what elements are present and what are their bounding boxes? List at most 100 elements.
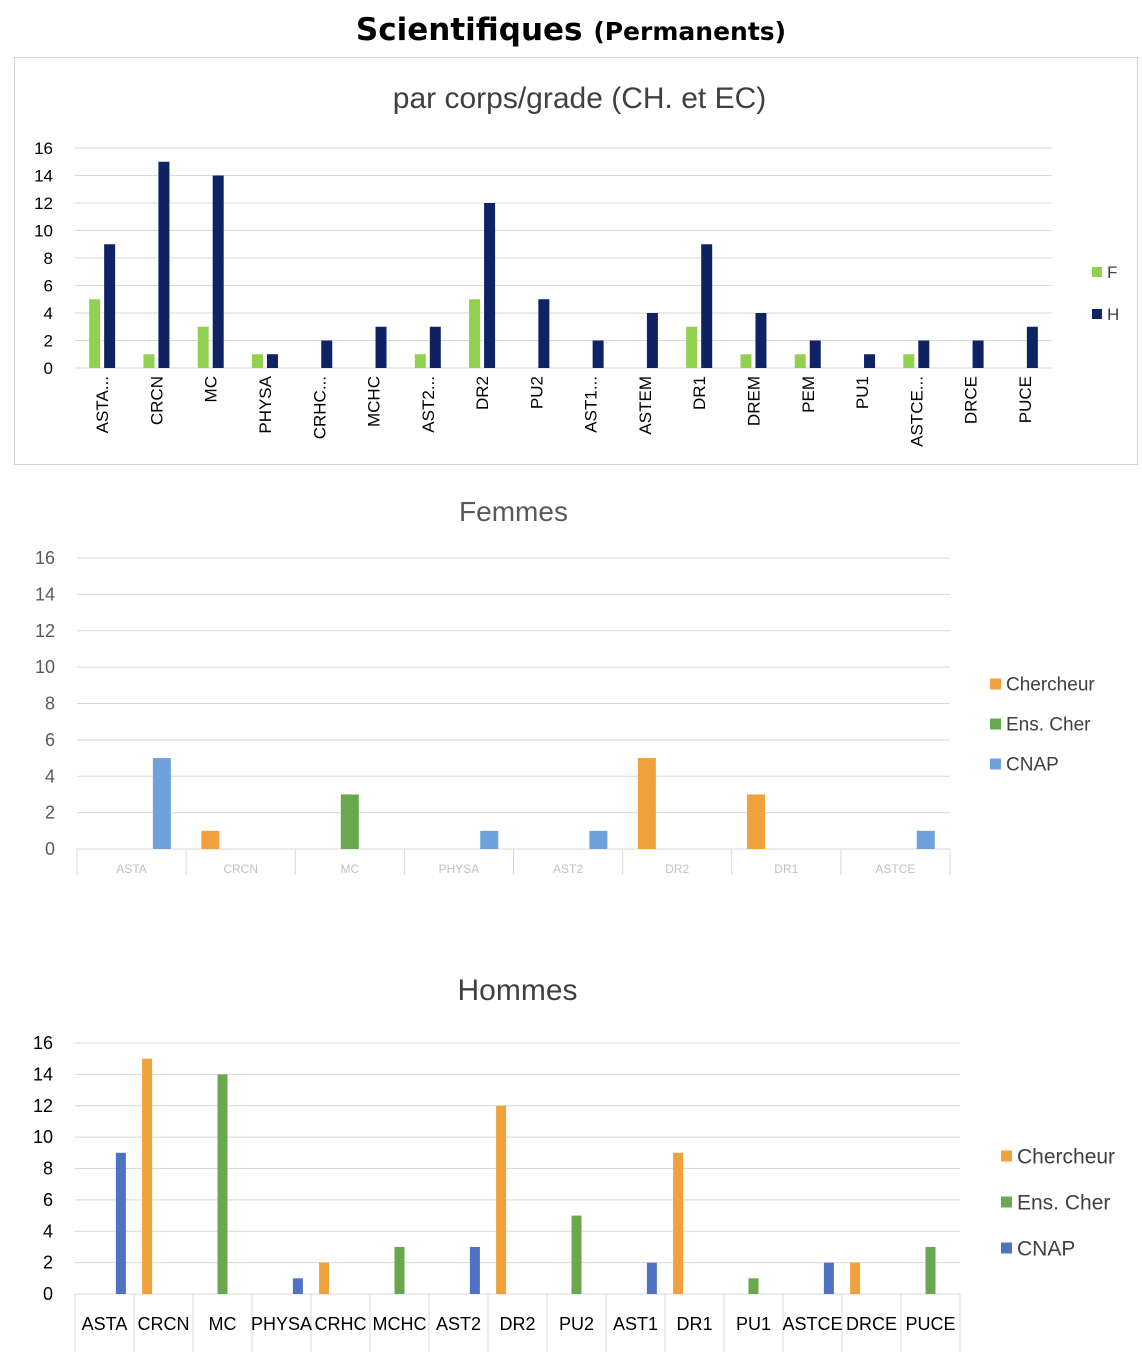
chart-title: Femmes bbox=[459, 496, 568, 527]
bar-cnap-asta bbox=[115, 1152, 126, 1294]
y-tick-label: 6 bbox=[43, 1190, 53, 1210]
legend-swatch-ens-cher bbox=[990, 718, 1001, 730]
x-tick-label: CRCN bbox=[138, 1314, 190, 1334]
bar-h-dr2 bbox=[484, 203, 496, 368]
x-tick-label: PUCE bbox=[905, 1314, 955, 1334]
y-tick-label: 16 bbox=[34, 139, 53, 158]
bar-h-mc bbox=[212, 175, 224, 368]
y-tick-label: 14 bbox=[33, 1064, 53, 1084]
page-title-main: Scientifiques bbox=[355, 12, 583, 48]
y-tick-label: 14 bbox=[34, 167, 53, 186]
bar-chercheur-crcn bbox=[142, 1058, 153, 1294]
bar-h-physa bbox=[266, 354, 278, 368]
y-tick-label: 4 bbox=[43, 1221, 53, 1241]
bar-f-physa bbox=[251, 354, 263, 368]
y-tick-label: 0 bbox=[44, 359, 53, 378]
bar-h-pu2 bbox=[538, 299, 550, 368]
y-tick-label: 16 bbox=[33, 1033, 53, 1053]
y-tick-label: 0 bbox=[45, 839, 55, 859]
x-tick-label: DR2 bbox=[499, 1314, 535, 1334]
y-tick-label: 2 bbox=[43, 1253, 53, 1273]
x-tick-label: CRHC bbox=[315, 1314, 367, 1334]
bar-cnap-ast1 bbox=[646, 1262, 657, 1294]
bar-cnap-ast2 bbox=[589, 830, 608, 849]
bar-f-crcn bbox=[143, 354, 155, 368]
legend-label-chercheur: Chercheur bbox=[1006, 675, 1095, 696]
x-tick-label: AST1 bbox=[613, 1314, 658, 1334]
bar-h-mchc bbox=[375, 326, 387, 368]
x-tick-label: MC bbox=[209, 1314, 237, 1334]
bar-h-asta bbox=[104, 244, 116, 368]
x-tick-label: DREM bbox=[744, 376, 763, 426]
bar-chercheur-crcn bbox=[201, 830, 220, 849]
chart-femmes: Femmes 0 2 4 6 8 10 12 14 16 ASTA CRCN MC PHYSA AST2 DR… bbox=[35, 496, 1095, 876]
x-tick-label: DR2 bbox=[665, 862, 689, 876]
bar-chercheur-crhc bbox=[319, 1262, 330, 1294]
legend-label-ens-cher: Ens. Cher bbox=[1017, 1191, 1110, 1214]
legend-label-h: H bbox=[1107, 305, 1119, 324]
legend-swatch-h bbox=[1092, 309, 1102, 319]
y-tick-label: 8 bbox=[45, 694, 55, 714]
page-title: Scientifiques (Permanents) bbox=[0, 12, 1142, 48]
bar-cnap-asta bbox=[152, 758, 171, 849]
y-tick-label: 8 bbox=[44, 249, 53, 268]
bar-cnap-astce bbox=[823, 1262, 834, 1294]
bar-h-astem bbox=[646, 313, 658, 368]
bar-h-pem bbox=[809, 340, 821, 368]
bar-chercheur-dr1 bbox=[747, 794, 765, 849]
bar-chercheur-drce bbox=[850, 1262, 861, 1294]
x-tick-label: DRCE bbox=[962, 376, 981, 424]
bar-h-astce bbox=[918, 340, 930, 368]
x-tick-label: PHYSA bbox=[256, 375, 275, 433]
bar-cnap-ast2 bbox=[469, 1246, 480, 1294]
bar-h-puce bbox=[1026, 326, 1038, 368]
bar-cnap-astce bbox=[916, 830, 935, 849]
y-tick-label: 12 bbox=[34, 194, 53, 213]
bar-h-ast2 bbox=[429, 326, 441, 368]
x-tick-label: DR2 bbox=[473, 376, 492, 410]
y-tick-label: 6 bbox=[45, 730, 55, 750]
bar-chercheur-dr2 bbox=[496, 1105, 507, 1294]
x-tick-label: ASTCE... bbox=[907, 376, 926, 447]
bar-ens-cher-mc bbox=[217, 1074, 228, 1294]
x-tick-label: MC bbox=[340, 862, 359, 876]
legend-label-cnap: CNAP bbox=[1006, 755, 1059, 776]
y-tick-label: 2 bbox=[45, 803, 55, 823]
bar-ens-cher-mc bbox=[340, 794, 359, 849]
bar-f-dr1 bbox=[686, 326, 698, 368]
x-tick-label: AST1... bbox=[582, 376, 601, 433]
bar-f-pem bbox=[794, 354, 806, 368]
chart-hommes: Hommes 0 2 4 6 8 10 12 14 16 ASTA CRCN MC PHYSA CRHC MC… bbox=[33, 974, 1115, 1352]
y-tick-label: 14 bbox=[35, 584, 55, 604]
legend-swatch-cnap bbox=[1001, 1242, 1012, 1254]
x-tick-label: CRHC... bbox=[310, 376, 329, 439]
x-tick-label: ASTEM bbox=[636, 376, 655, 435]
bar-ens-cher-mchc bbox=[394, 1246, 405, 1294]
bar-h-crhc bbox=[321, 340, 333, 368]
x-tick-label: AST2 bbox=[436, 1314, 481, 1334]
x-tick-label: PU1 bbox=[736, 1314, 771, 1334]
legend-swatch-ens-cher bbox=[1001, 1196, 1012, 1208]
bar-ens-cher-puce bbox=[925, 1246, 936, 1294]
x-tick-label: DRCE bbox=[846, 1314, 897, 1334]
bar-h-drem bbox=[755, 313, 767, 368]
y-tick-label: 10 bbox=[33, 1127, 53, 1147]
y-tick-label: 6 bbox=[44, 277, 53, 296]
bar-ens-cher-pu1 bbox=[748, 1278, 759, 1294]
bar-f-drem bbox=[740, 354, 752, 368]
x-tick-label: AST2... bbox=[419, 376, 438, 433]
chart-corps-grade: par corps/grade (CH. et EC) 0 2 4 6 8 10 12 14 16… bbox=[34, 82, 1119, 447]
x-tick-label: DR1 bbox=[774, 862, 798, 876]
bar-chercheur-dr2 bbox=[637, 758, 656, 849]
x-tick-label: DR1 bbox=[676, 1314, 712, 1334]
bar-f-mc bbox=[197, 326, 209, 368]
x-tick-label: ASTCE bbox=[782, 1314, 842, 1334]
y-tick-label: 4 bbox=[44, 304, 53, 323]
chart-1-frame bbox=[14, 57, 1138, 465]
bar-h-dr1 bbox=[701, 244, 713, 368]
x-tick-label: MC bbox=[202, 376, 221, 402]
legend-swatch-chercheur bbox=[990, 678, 1001, 690]
x-tick-label: PU2 bbox=[559, 1314, 594, 1334]
x-tick-label: PEM bbox=[799, 376, 818, 413]
bar-h-drce bbox=[972, 340, 984, 368]
